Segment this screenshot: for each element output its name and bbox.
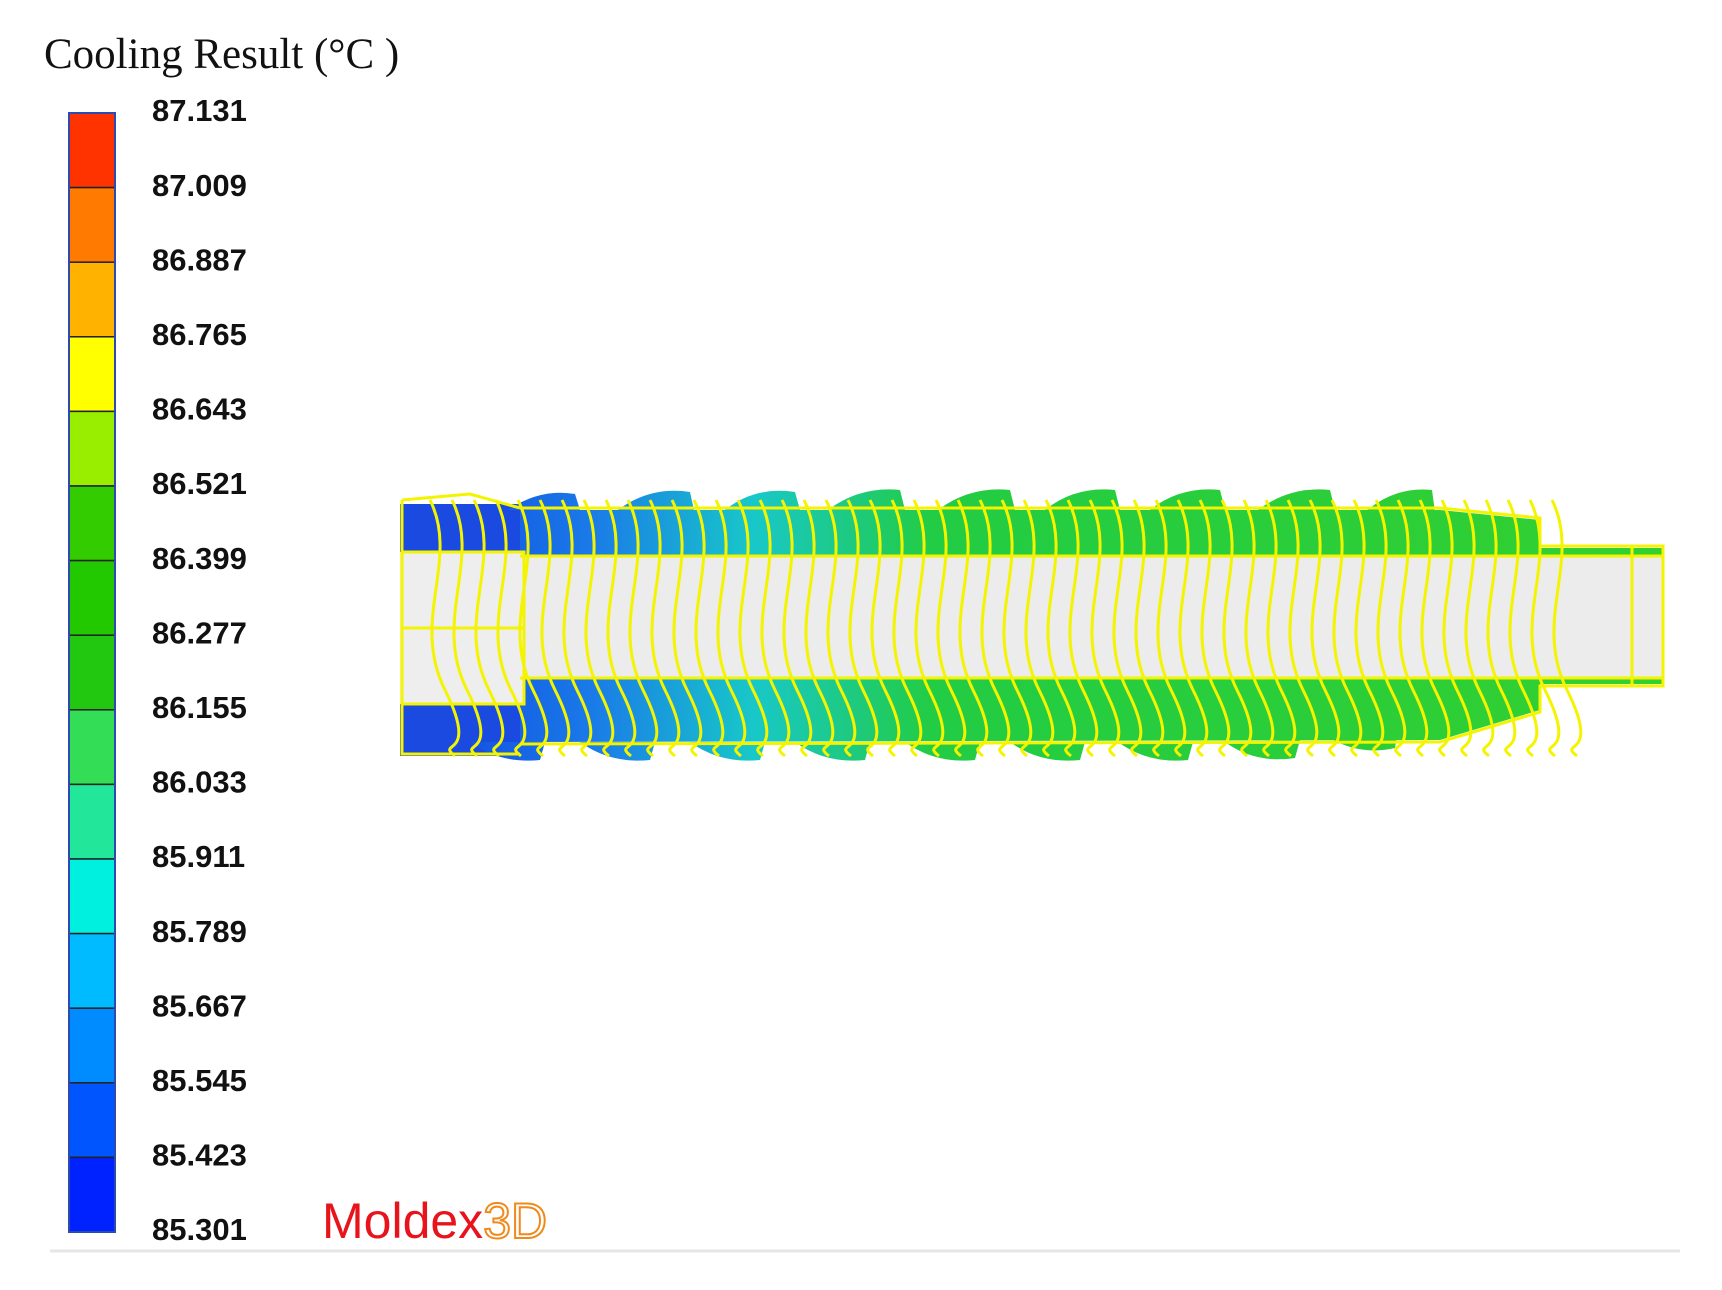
- wire-line: [1066, 499, 1099, 758]
- wire-line: [714, 499, 747, 758]
- color-band: [68, 261, 116, 338]
- color-band: [68, 1007, 116, 1084]
- legend-label: 85.911: [152, 839, 245, 874]
- wire-line: [1110, 499, 1143, 758]
- wire-line: [450, 499, 483, 758]
- wire-line: [868, 499, 901, 758]
- color-band: [68, 1156, 116, 1233]
- legend-label: 87.009: [152, 168, 247, 203]
- legend-label: 86.643: [152, 392, 247, 427]
- wire-line: [582, 499, 615, 758]
- colorbar: [68, 112, 116, 1233]
- colorbar-frame: [68, 112, 116, 1233]
- legend-label: 85.667: [152, 988, 247, 1023]
- wire-line: [1198, 499, 1231, 758]
- wire-line: [1242, 499, 1275, 758]
- wire-line: [538, 499, 571, 758]
- wire-line: [1176, 499, 1209, 758]
- wire-line: [1000, 499, 1033, 758]
- color-band: [68, 709, 116, 786]
- color-band: [68, 186, 116, 263]
- wire-line: [1396, 499, 1429, 758]
- wire-line: [912, 499, 945, 758]
- color-band: [68, 112, 116, 189]
- wire-line: [626, 499, 659, 758]
- wire-line: [560, 499, 593, 758]
- color-band: [68, 858, 116, 935]
- legend-label: 86.033: [152, 765, 247, 800]
- wire-line: [670, 499, 703, 758]
- legend-label: 86.155: [152, 690, 247, 725]
- color-band: [68, 932, 116, 1009]
- legend-labels: 87.131 87.009 86.887 86.765 86.643 86.521 86.3…: [152, 93, 247, 1247]
- brand-name: Moldex: [322, 1193, 483, 1249]
- wire-line: [758, 499, 791, 758]
- brand-suffix: 3D: [483, 1193, 547, 1249]
- wire-line: [1330, 499, 1363, 758]
- wire-line: [802, 499, 835, 758]
- legend-label: 87.131: [152, 93, 247, 128]
- wire-line: [1132, 499, 1165, 758]
- legend-label: 86.277: [152, 615, 247, 650]
- wire-line: [1550, 499, 1583, 758]
- wire-line: [472, 499, 505, 758]
- wire-line: [516, 499, 549, 758]
- wire-line: [692, 499, 725, 758]
- legend-label: 86.765: [152, 317, 247, 352]
- brand-logo: Moldex3D: [322, 1193, 547, 1249]
- part-render: [400, 489, 1665, 761]
- wire-line: [1044, 499, 1077, 758]
- legend-label: 86.399: [152, 541, 247, 576]
- wire-line: [890, 499, 923, 758]
- color-band: [68, 634, 116, 711]
- wire-line: [1352, 499, 1385, 758]
- wire-line: [648, 499, 681, 758]
- wire-line: [934, 499, 967, 758]
- color-band: [68, 336, 116, 413]
- legend-label: 86.887: [152, 242, 247, 277]
- wire-line: [1440, 499, 1473, 758]
- title: Cooling Result (°C ): [44, 31, 399, 78]
- wire-line: [1088, 499, 1121, 758]
- wire-line: [1374, 499, 1407, 758]
- legend-label: 85.789: [152, 914, 247, 949]
- wire-line: [846, 499, 879, 758]
- wire-line: [1154, 499, 1187, 758]
- wire-line: [604, 499, 637, 758]
- wire-line: [1462, 499, 1495, 758]
- wire-line: [1220, 499, 1253, 758]
- wire-line: [1264, 499, 1297, 758]
- wire-line: [428, 499, 461, 758]
- color-band: [68, 485, 116, 562]
- wire-line: [956, 499, 989, 758]
- wire-line: [1308, 499, 1341, 758]
- legend-label: 85.545: [152, 1063, 247, 1098]
- wire-line: [1484, 499, 1517, 758]
- wire-line: [736, 499, 769, 758]
- color-band: [68, 410, 116, 487]
- legend-label: 86.521: [152, 466, 247, 501]
- wire-line: [824, 499, 857, 758]
- wire-line: [1528, 499, 1561, 758]
- wire-line: [1286, 499, 1319, 758]
- color-band: [68, 1082, 116, 1159]
- wire-line: [1418, 499, 1451, 758]
- legend-label: 85.423: [152, 1138, 247, 1173]
- legend-label: 85.301: [152, 1212, 247, 1247]
- wire-line: [1506, 499, 1539, 758]
- wire-line: [1022, 499, 1055, 758]
- wire-line: [978, 499, 1011, 758]
- wire-line: [494, 499, 527, 758]
- wire-line: [780, 499, 813, 758]
- color-band: [68, 783, 116, 860]
- color-band: [68, 559, 116, 636]
